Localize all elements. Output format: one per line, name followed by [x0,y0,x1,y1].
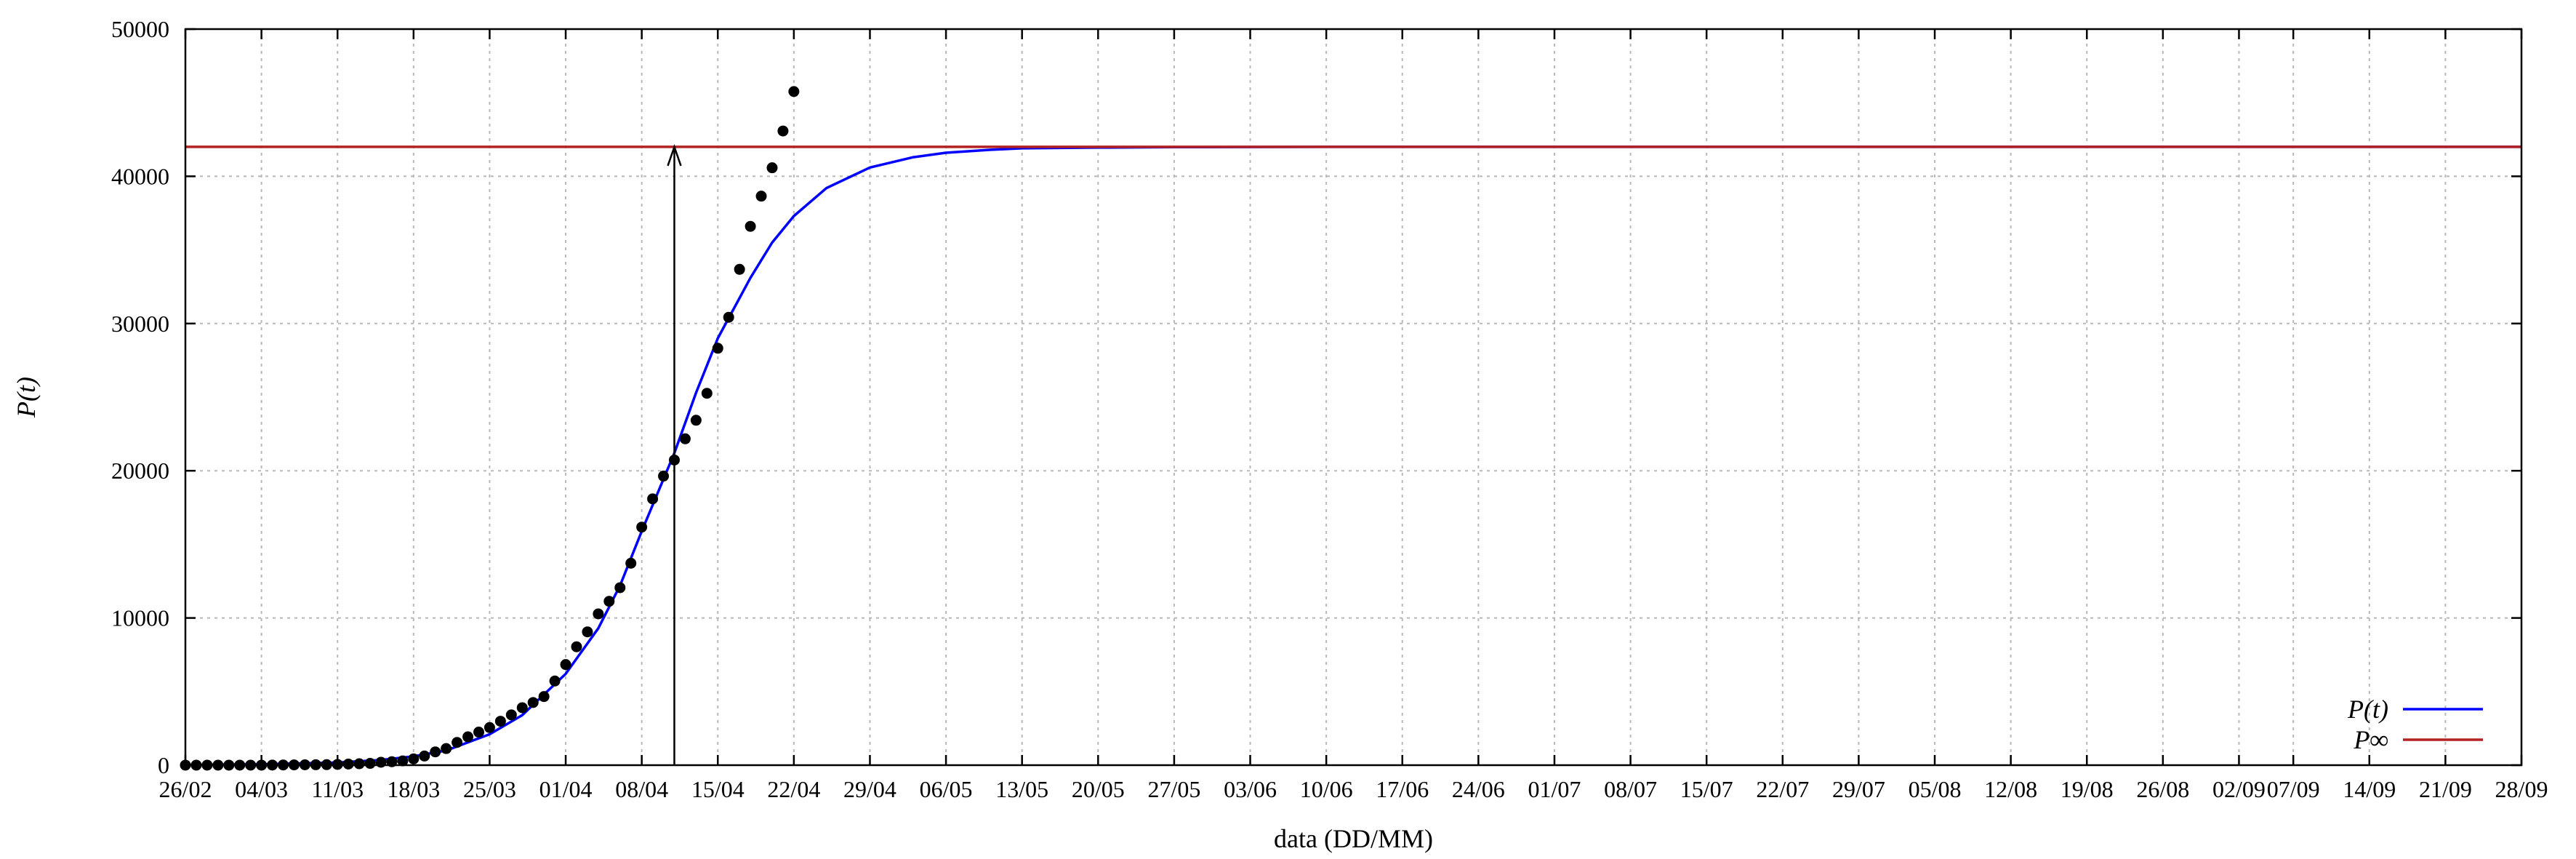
x-tick-label: 26/02 [159,776,212,802]
x-tick-label: 18/03 [387,776,440,802]
data-point [755,191,767,202]
data-point [516,702,528,714]
y-tick-label: 10000 [111,605,169,631]
x-tick-label: 15/04 [691,776,745,802]
x-tick-label: 07/09 [2267,776,2320,802]
x-axis-title: data (DD/MM) [1274,824,1433,853]
x-tick-label: 17/06 [1376,776,1429,802]
y-tick-label: 50000 [111,16,169,42]
x-tick-label: 29/04 [843,776,896,802]
legend-label: P∞ [2353,725,2388,754]
y-axis-title: P(t) [12,377,41,418]
data-point [441,743,452,754]
x-tick-label: 10/06 [1300,776,1353,802]
data-point [690,415,702,426]
data-point [777,125,789,137]
data-point [647,493,659,505]
data-point [701,388,713,399]
data-point [734,263,745,275]
y-tick-label: 0 [158,752,169,778]
data-point [462,731,474,743]
data-point [723,311,734,323]
x-tick-label: 14/09 [2343,776,2396,802]
annotation-arrow-head [667,144,682,167]
data-point [527,697,539,708]
series [180,86,2521,771]
data-point [408,753,420,764]
x-tick-label: 22/04 [767,776,820,802]
data-point [364,758,376,770]
y-tick-label: 40000 [111,163,169,189]
x-tick-label: 04/03 [235,776,288,802]
x-tick-label: 27/05 [1147,776,1200,802]
data-point [538,691,550,703]
data-point [505,709,517,721]
data-point [397,755,409,767]
x-tick-label: 06/05 [920,776,973,802]
data-point [658,471,670,482]
x-tick-label: 22/07 [1756,776,1809,802]
grid [185,29,2521,765]
x-tick-label: 11/03 [311,776,364,802]
x-tick-label: 28/09 [2495,776,2548,802]
data-point [494,716,506,727]
data-point [342,758,354,770]
x-tick-label: 13/05 [995,776,1048,802]
x-tick-label: 08/04 [615,776,668,802]
data-point [625,557,637,569]
legend: P(t)P∞ [2347,695,2483,754]
data-point [745,220,756,232]
plot-frame [184,28,2523,767]
x-tick-label: 08/07 [1604,776,1657,802]
data-point [560,659,571,671]
data-point [712,343,723,354]
data-point [603,596,615,607]
data-point [549,675,561,687]
x-tick-label: 02/09 [2212,776,2266,802]
x-tick-label: 12/08 [1984,776,2037,802]
x-tick-label: 20/05 [1072,776,1125,802]
data-point [353,758,365,770]
x-tick-label: 26/08 [2136,776,2189,802]
data-point [483,722,495,733]
data-point [593,608,604,620]
data-point [636,522,648,533]
x-tick-label: 15/07 [1680,776,1733,802]
x-tick-label: 01/04 [539,776,593,802]
data-point [766,162,778,174]
axis-ticks: 0 10000 20000 30000 40000 50000 26/02 04/03 11/0… [111,16,2548,802]
data-point [473,727,484,738]
data-point [614,582,626,594]
data-point [582,626,593,638]
y-tick-label: 30000 [111,311,169,337]
y-tick-label: 20000 [111,458,169,484]
x-tick-label: 21/09 [2419,776,2472,802]
data-point [571,641,582,652]
x-tick-label: 24/06 [1452,776,1505,802]
legend-label: P(t) [2347,695,2388,724]
x-tick-label: 05/08 [1909,776,1962,802]
x-tick-label: 19/08 [2061,776,2114,802]
data-point [788,86,800,97]
x-tick-label: 25/03 [463,776,516,802]
annotations [667,144,682,765]
data-point [679,433,691,444]
x-tick-label: 03/06 [1224,776,1277,802]
x-tick-label: 29/07 [1832,776,1885,802]
data-point [452,737,463,748]
x-tick-label: 01/07 [1528,776,1581,802]
data-point [419,750,430,762]
data-point [430,746,441,758]
